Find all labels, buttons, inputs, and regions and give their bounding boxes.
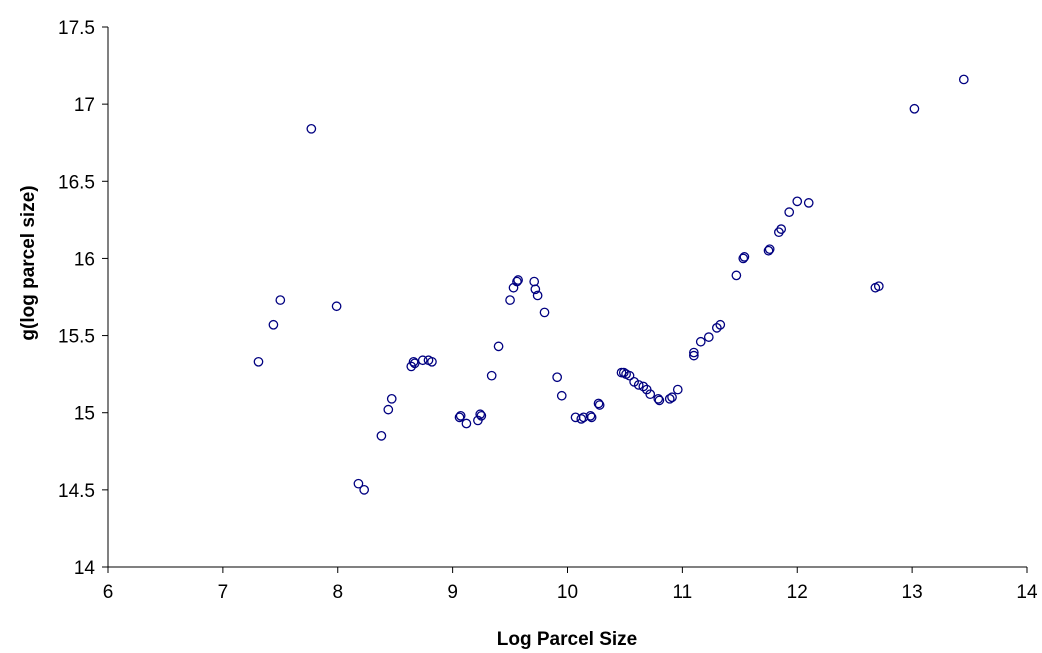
data-point	[461, 418, 472, 429]
y-tick-label: 17.5	[58, 18, 95, 39]
data-point	[763, 245, 774, 256]
data-point	[556, 390, 567, 401]
data-point	[792, 196, 803, 207]
x-tick-label: 6	[103, 582, 114, 603]
data-point	[306, 123, 317, 134]
data-point	[417, 355, 428, 366]
data-point	[408, 356, 419, 367]
data-point	[653, 393, 664, 404]
data-point	[532, 290, 543, 301]
data-point	[689, 347, 699, 358]
data-point	[386, 393, 397, 404]
data-point	[513, 275, 523, 285]
data-point	[633, 380, 644, 390]
data-point	[253, 356, 264, 367]
y-tick-label: 17	[74, 95, 95, 116]
data-point	[570, 412, 581, 423]
data-point	[275, 295, 286, 305]
data-point	[593, 398, 604, 409]
data-point	[703, 332, 714, 342]
y-tick-labels: 14 14.5 15 15.5 16 16.5 17 17.5	[58, 18, 95, 579]
data-point	[409, 358, 420, 369]
data-point	[359, 485, 370, 495]
data-point	[455, 410, 466, 421]
data-point	[672, 384, 683, 395]
data-point	[803, 198, 814, 208]
data-point	[873, 281, 884, 292]
x-axis-title: Log Parcel Size	[497, 629, 637, 650]
data-point	[530, 284, 541, 295]
data-point	[512, 276, 522, 287]
data-point	[774, 227, 784, 238]
data-point	[585, 410, 596, 421]
data-point	[376, 431, 387, 441]
x-tick-label: 7	[218, 582, 229, 603]
data-point	[594, 400, 605, 410]
y-axis-title: g(log parcel size)	[18, 185, 39, 340]
x-tick-label: 10	[557, 582, 578, 603]
x-tick-label: 14	[1016, 582, 1038, 603]
data-point	[493, 341, 504, 352]
data-point	[784, 207, 795, 217]
x-tick-labels: 6 7 8 9 10 11 12 13 14	[103, 582, 1038, 603]
x-tick-label: 11	[673, 582, 693, 603]
data-point	[618, 367, 629, 378]
data-point	[454, 412, 465, 423]
x-tick-label: 12	[787, 582, 808, 603]
y-tick-label: 15.5	[58, 327, 95, 348]
data-point	[645, 389, 656, 400]
x-tick-label: 9	[447, 582, 458, 603]
data-point	[586, 412, 597, 423]
data-point	[695, 336, 706, 347]
data-point	[505, 295, 515, 305]
data-point	[476, 410, 487, 421]
data-point	[624, 370, 635, 381]
data-point	[427, 356, 437, 367]
data-point	[664, 393, 675, 404]
y-tick-label: 16.5	[58, 172, 95, 193]
y-tick-label: 16	[74, 249, 95, 270]
data-point	[475, 409, 486, 420]
data-point	[539, 307, 550, 318]
data-point	[353, 478, 364, 489]
data-point	[576, 414, 587, 424]
data-point	[552, 372, 563, 383]
y-tick-label: 14.5	[58, 481, 95, 502]
data-point	[909, 103, 920, 114]
data-point	[776, 224, 787, 234]
x-tick-label: 13	[902, 582, 923, 603]
data-point	[486, 370, 497, 381]
data-point	[667, 392, 677, 403]
y-tick-label: 15	[74, 404, 95, 425]
data-point	[331, 301, 342, 312]
data-point	[715, 319, 726, 330]
data-point	[731, 270, 742, 281]
plot-area	[102, 26, 1028, 573]
data-point	[764, 244, 775, 255]
data-point	[689, 350, 699, 361]
data-point	[738, 253, 749, 264]
data-point	[268, 319, 279, 330]
data-point	[529, 276, 540, 287]
data-point	[383, 404, 394, 415]
y-tick-label: 14	[74, 558, 96, 579]
data-point	[739, 252, 750, 262]
data-point	[958, 74, 969, 85]
data-point	[654, 395, 665, 406]
x-tick-label: 8	[332, 582, 343, 603]
